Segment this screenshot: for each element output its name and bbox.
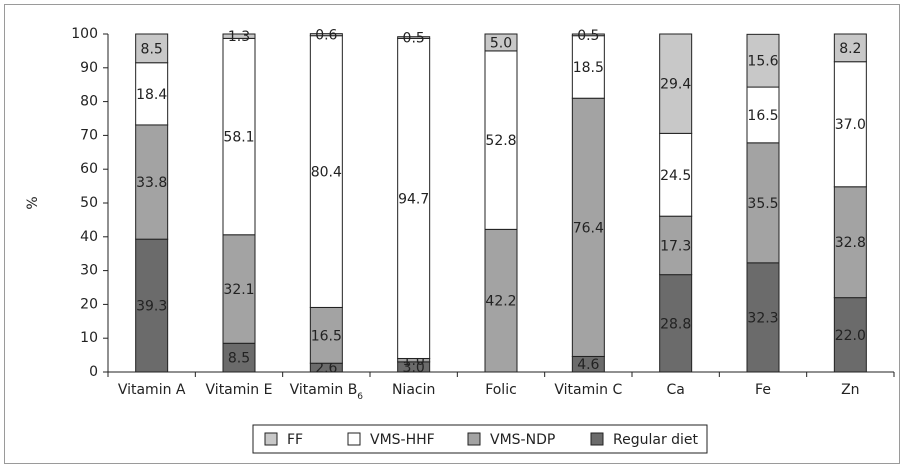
legend-swatch — [590, 432, 604, 446]
legend-swatch — [264, 432, 278, 446]
bar-segment — [746, 142, 780, 264]
data-label: 76.4 — [573, 220, 604, 236]
x-tick-label: Vitamin A — [118, 382, 186, 398]
x-tick-label: Vitamin C — [554, 382, 622, 398]
legend-swatch — [467, 432, 481, 446]
data-label: 24.5 — [660, 168, 691, 184]
bar-segment — [397, 37, 431, 359]
data-label: 33.8 — [136, 175, 167, 191]
legend-label: VMS-HHF — [370, 432, 435, 448]
data-label: 29.4 — [660, 77, 691, 93]
legend-swatch — [347, 432, 361, 446]
bar-segment — [484, 33, 518, 52]
data-label: 32.1 — [223, 282, 254, 298]
bar-segment — [222, 234, 256, 344]
data-label: 0.5 — [577, 28, 599, 44]
stacked-bar-chart: % 0 10 20 30 40 50 60 70 80 90 100 39.3 33.8 18.4 8.5 Vi… — [25, 26, 895, 454]
bar-segment — [135, 238, 169, 373]
data-label: 42.2 — [485, 294, 516, 310]
data-label: 37.0 — [835, 117, 866, 133]
bar-segment — [833, 61, 867, 188]
bar-segment — [309, 306, 343, 364]
x-tick-label: Folic — [485, 382, 517, 398]
y-tick-label: 100 — [71, 26, 98, 42]
x-tick-label: Zn — [841, 382, 859, 398]
y-tick-label: 20 — [80, 296, 98, 312]
data-label: 8.5 — [141, 41, 163, 57]
legend-label: FF — [287, 432, 303, 448]
data-label: 32.8 — [835, 235, 866, 251]
data-label: 22.0 — [835, 328, 866, 344]
data-label: 52.8 — [485, 133, 516, 149]
bar-segment — [746, 86, 780, 144]
data-label: 15.6 — [747, 54, 778, 70]
bar-segment — [833, 297, 867, 373]
y-tick-label: 50 — [80, 195, 98, 211]
bar-segment — [571, 33, 605, 37]
data-label: 0.5 — [403, 31, 425, 47]
bar-segment — [397, 36, 431, 39]
bar-segment — [659, 274, 693, 373]
data-label: 8.5 — [228, 351, 250, 367]
data-label: 18.5 — [573, 60, 604, 76]
y-axis-label: % — [25, 196, 41, 209]
bar-segment — [222, 342, 256, 373]
data-label: 16.5 — [747, 108, 778, 124]
y-tick-label: 30 — [80, 263, 98, 279]
bar-segment — [484, 228, 518, 373]
y-tick-label: 0 — [89, 364, 98, 380]
data-label: 1.3 — [228, 29, 250, 45]
legend-label: VMS-NDP — [490, 432, 555, 448]
data-label: 16.5 — [311, 328, 342, 344]
chart-frame: % 0 10 20 30 40 50 60 70 80 90 100 39.3 33.8 18.4 8.5 Vi… — [4, 4, 900, 464]
bar-segment — [309, 33, 343, 37]
bar-segment — [833, 186, 867, 299]
data-label: 35.5 — [747, 196, 778, 212]
y-tick-label: 80 — [80, 94, 98, 110]
x-tick-label: Ca — [666, 382, 684, 398]
bar-segment — [484, 50, 518, 230]
data-label: 18.4 — [136, 87, 167, 103]
y-tick-label: 10 — [80, 330, 98, 346]
data-label: 5.0 — [490, 35, 512, 51]
data-label: 94.7 — [398, 191, 429, 207]
data-label: 32.3 — [747, 310, 778, 326]
bar-segment — [309, 35, 343, 308]
bar-segment — [222, 37, 256, 236]
bar-segment — [135, 62, 169, 126]
data-label: 0.6 — [315, 28, 337, 44]
x-tick-label: Vitamin E — [206, 382, 273, 398]
bar-segment — [571, 97, 605, 357]
bar-segment — [571, 35, 605, 99]
data-label: 58.1 — [223, 130, 254, 146]
bar-segment — [135, 124, 169, 240]
data-label: 8.2 — [839, 41, 861, 57]
bar-segment — [659, 132, 693, 217]
y-tick-label: 90 — [80, 60, 98, 76]
data-label: 2.6 — [315, 361, 337, 377]
data-label: 39.3 — [136, 299, 167, 315]
x-tick-label: Niacin — [392, 382, 435, 398]
y-tick-label: 70 — [80, 127, 98, 143]
legend-label: Regular diet — [613, 432, 699, 448]
data-label: 17.3 — [660, 238, 691, 254]
bar-segment — [746, 33, 780, 88]
data-label: 28.8 — [660, 316, 691, 332]
data-label: 4.6 — [577, 357, 599, 373]
x-tick-label: Vitamin B6 — [290, 382, 364, 402]
x-tick-label: Fe — [755, 382, 771, 398]
bar-segment — [135, 33, 169, 64]
y-tick-label: 60 — [80, 161, 98, 177]
data-label: 80.4 — [311, 165, 342, 181]
bar-segment — [659, 33, 693, 134]
data-label: 3.0 — [403, 360, 425, 376]
bar-segment — [222, 33, 256, 39]
bar-segment — [833, 33, 867, 63]
bar-segment — [746, 262, 780, 373]
y-tick-label: 40 — [80, 229, 98, 245]
